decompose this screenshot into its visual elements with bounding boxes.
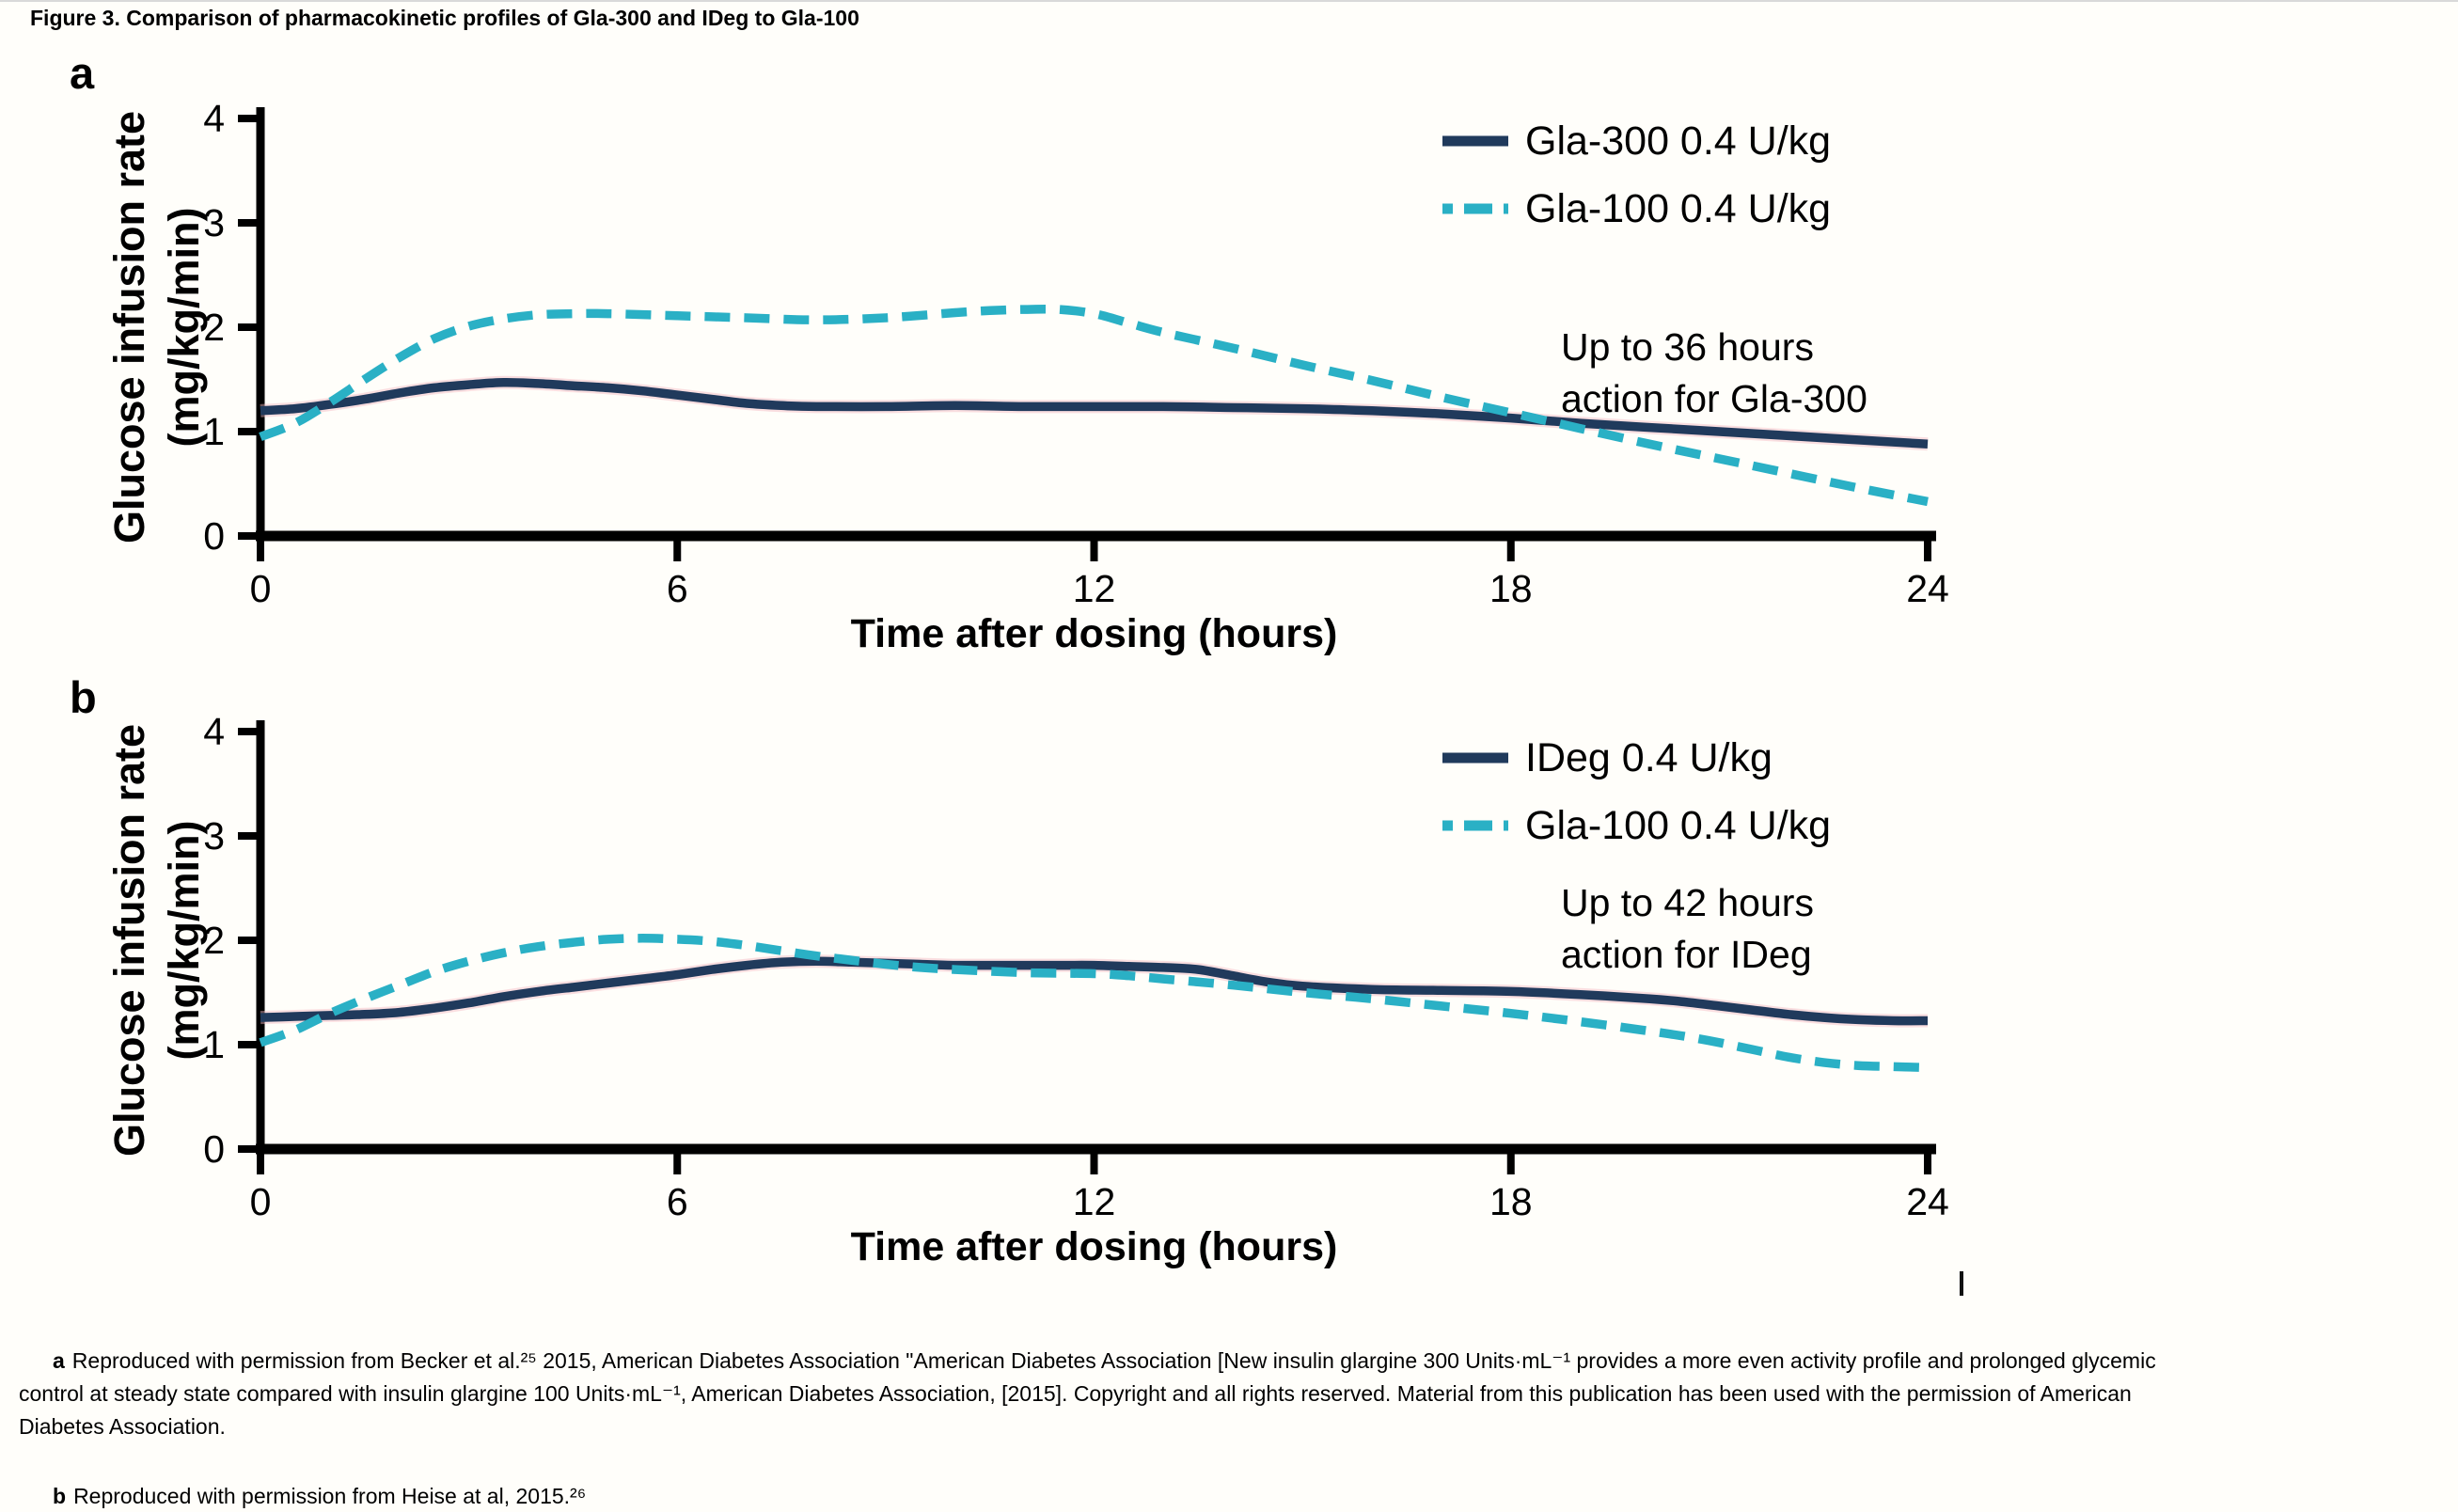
legend-label-ideg: IDeg 0.4 U/kg [1525, 734, 1773, 780]
footnote-a-line1: a Reproduced with permission from Becker … [19, 1345, 2435, 1378]
y-tick-label: 4 [203, 97, 225, 140]
y-axis-title-b-line1: Glucose infusion rate [105, 723, 153, 1158]
y-tick-label: 2 [203, 306, 225, 349]
y-axis-title-a-line1: Glucose infusion rate [105, 110, 153, 544]
annotation-line: Up to 42 hours [1561, 881, 1814, 924]
footnote-a: a Reproduced with permission from Becker … [19, 1345, 2435, 1443]
x-tick-label: 18 [1489, 567, 1533, 610]
legend-item-gla100-b: Gla-100 0.4 U/kg [1441, 801, 1831, 850]
curve-ideg-0-4-u-kg [260, 956, 1929, 1026]
legend-item-gla300: Gla-300 0.4 U/kg [1441, 117, 1831, 165]
y-axis-title-a-line2: (mg/kg/min) [160, 207, 208, 448]
annotation-ideg-duration: Up to 42 hours action for IDeg [1561, 877, 1814, 981]
y-tick-label: 1 [203, 1023, 225, 1066]
x-tick-label: 0 [250, 567, 272, 610]
legend-label-gla100-b: Gla-100 0.4 U/kg [1525, 802, 1832, 848]
annotation-line: Up to 36 hours [1561, 325, 1814, 369]
x-tick-label: 6 [667, 1180, 688, 1223]
x-tick-label: 24 [1906, 567, 1949, 610]
legend-label-gla300: Gla-300 0.4 U/kg [1525, 118, 1832, 164]
y-tick-label: 4 [203, 710, 225, 753]
x-tick-label: 6 [667, 567, 688, 610]
footnote-a-line2: control at steady state compared with in… [19, 1381, 2132, 1406]
text-cursor-mark [1960, 1271, 1963, 1296]
figure-title: Figure 3. Comparison of pharmacokinetic … [30, 6, 859, 30]
top-edge-line [0, 0, 2458, 2]
y-tick-label: 1 [203, 410, 225, 453]
legend-item-ideg: IDeg 0.4 U/kg [1441, 733, 1773, 782]
panel-label-b: b [70, 672, 97, 722]
legend-item-gla100-a: Gla-100 0.4 U/kg [1441, 184, 1831, 233]
curve-gla-300-0-4-u-kg [260, 378, 1929, 449]
x-tick-label: 24 [1906, 1180, 1949, 1223]
footnote-a-marker: a [53, 1348, 65, 1373]
legend-line-solid-icon [1442, 135, 1508, 147]
panel-label-a: a [70, 48, 95, 98]
y-tick-label: 0 [203, 1127, 225, 1171]
x-tick-label: 0 [250, 1180, 272, 1223]
annotation-gla300-duration: Up to 36 hours action for Gla-300 [1561, 322, 1867, 425]
y-tick-label: 0 [203, 514, 225, 558]
x-tick-label: 12 [1073, 567, 1116, 610]
x-axis-title-b: Time after dosing (hours) [850, 1224, 1338, 1269]
annotation-line: action for Gla-300 [1561, 377, 1867, 420]
legend-label-gla100-a: Gla-100 0.4 U/kg [1525, 185, 1832, 231]
legend-line-dashed-icon [1442, 203, 1508, 214]
y-tick-label: 2 [203, 919, 225, 962]
x-axis-title-a: Time after dosing (hours) [850, 611, 1338, 656]
footnote-b-text: Reproduced with permission from Heise at… [73, 1484, 587, 1508]
footnote-b: b Reproduced with permission from Heise a… [19, 1480, 2435, 1512]
footnote-a-text1: Reproduced with permission from Becker e… [71, 1348, 2156, 1373]
y-tick-label: 3 [203, 814, 225, 858]
legend-line-solid-icon [1442, 752, 1508, 764]
x-tick-label: 18 [1489, 1180, 1533, 1223]
curve-gla-100-0-4-u-kg [259, 304, 1929, 507]
y-tick-label: 3 [203, 201, 225, 244]
legend-line-dashed-icon [1442, 820, 1508, 831]
footnote-b-marker: b [53, 1484, 67, 1508]
y-axis-title-b-line2: (mg/kg/min) [160, 820, 208, 1061]
x-tick-label: 12 [1073, 1180, 1116, 1223]
curve-gla-100-0-4-u-kg [259, 934, 1929, 1073]
footnote-a-line3: Diabetes Association. [19, 1414, 226, 1439]
annotation-line: action for IDeg [1561, 933, 1812, 976]
